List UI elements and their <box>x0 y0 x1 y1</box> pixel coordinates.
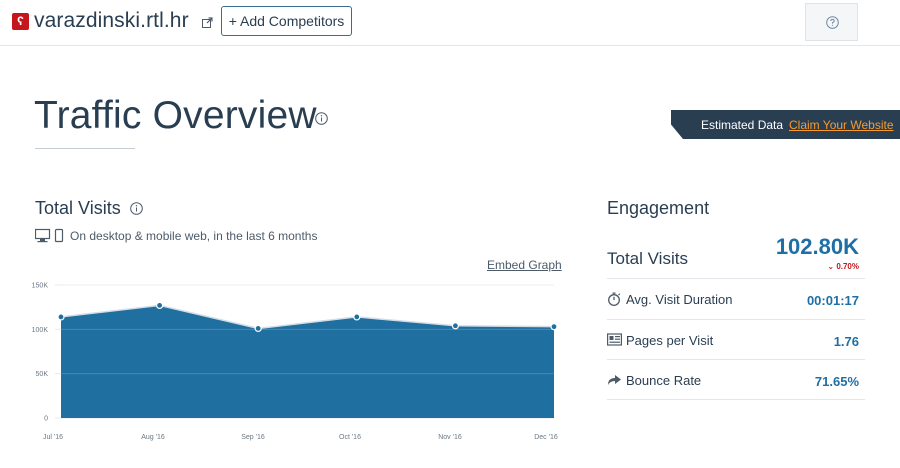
site-name: varazdinski.rtl.hr <box>34 9 189 32</box>
title-divider <box>35 148 135 149</box>
x-tick-label: Sep '16 <box>241 434 265 441</box>
y-tick-label: 100K <box>32 327 49 334</box>
avg-visit-duration-label: Avg. Visit Duration <box>626 292 733 307</box>
embed-graph-link[interactable]: Embed Graph <box>487 258 562 272</box>
stopwatch-icon <box>608 292 621 306</box>
total-visits-subtitle: On desktop & mobile web, in the last 6 m… <box>70 229 318 243</box>
info-icon[interactable] <box>315 112 328 125</box>
estimated-data-banner <box>671 110 900 139</box>
page-title: Traffic Overview <box>34 94 317 137</box>
pages-per-visit-value: 1.76 <box>833 334 859 349</box>
chevron-down-icon: ⌄ <box>827 262 837 271</box>
total-visits-chart: 0 50K 100K 150K Jul '16 Aug '16 Sep '16 Oct '16… <box>32 283 558 442</box>
bounce-rate-label: Bounce Rate <box>626 373 702 388</box>
x-tick-label: Dec '16 <box>534 434 558 441</box>
x-tick-label: Nov '16 <box>438 434 462 441</box>
bounce-arrow-icon <box>608 375 621 385</box>
total-visits-change-value: 0.70% <box>836 262 859 271</box>
add-competitors-button[interactable]: + Add Competitors <box>221 6 352 36</box>
data-point[interactable] <box>156 301 164 309</box>
data-point[interactable] <box>353 313 361 321</box>
bounce-rate-value: 71.65% <box>814 374 859 389</box>
total-visits-change: ⌄ 0.70% <box>827 262 859 271</box>
engagement-title: Engagement <box>607 198 710 218</box>
y-tick-label: 50K <box>36 371 49 378</box>
data-point[interactable] <box>254 324 262 333</box>
x-tick-label: Jul '16 <box>43 434 63 441</box>
top-bar: ʕ varazdinski.rtl.hr + Add Competitors <box>0 0 900 46</box>
site-logo-icon: ʕ <box>12 13 29 30</box>
pages-per-visit-label: Pages per Visit <box>626 333 714 348</box>
x-tick-label: Aug '16 <box>141 434 165 441</box>
series-line <box>60 304 555 330</box>
total-visits-title: Total Visits <box>35 198 121 218</box>
info-icon[interactable] <box>130 202 143 215</box>
estimated-data-label: Estimated Data <box>701 118 784 132</box>
total-visits-label: Total Visits <box>607 249 688 268</box>
x-tick-label: Oct '16 <box>339 434 361 441</box>
help-button[interactable] <box>805 3 858 41</box>
data-point[interactable] <box>451 322 459 330</box>
desktop-mobile-icon <box>35 228 64 243</box>
help-icon <box>826 16 839 29</box>
engagement-total-visits-row: Total Visits 102.80K ⌄ 0.70% <box>607 234 865 279</box>
area-series <box>61 305 554 418</box>
pages-icon <box>607 333 622 346</box>
claim-website-link[interactable]: Claim Your Website <box>789 118 894 132</box>
total-visits-value: 102.80K <box>775 234 859 259</box>
avg-visit-duration-row: Avg. Visit Duration 00:01:17 <box>607 279 865 320</box>
y-tick-label: 0 <box>44 416 48 423</box>
data-point[interactable] <box>57 313 65 321</box>
bounce-rate-row: Bounce Rate 71.65% <box>607 360 865 400</box>
data-point[interactable] <box>550 323 558 331</box>
avg-visit-duration-value: 00:01:17 <box>806 293 859 308</box>
y-tick-label: 150K <box>32 283 49 290</box>
pages-per-visit-row: Pages per Visit 1.76 <box>607 320 865 360</box>
external-link-icon[interactable] <box>202 17 213 28</box>
